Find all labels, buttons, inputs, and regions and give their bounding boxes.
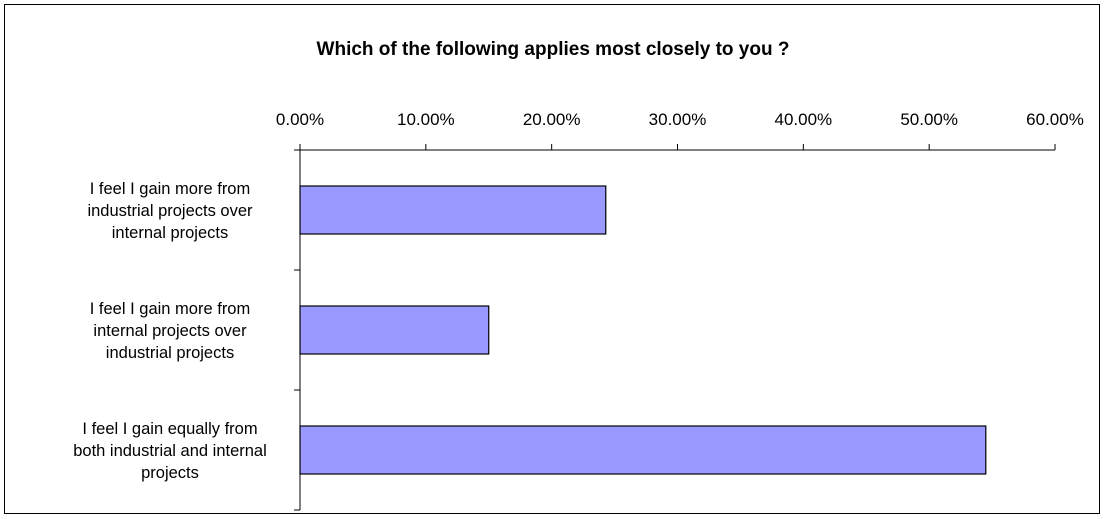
value-axis: 0.00% 10.00% 20.00% 30.00% 40.00% 50.00% 60.00… bbox=[276, 110, 1084, 151]
category-label: I feel I gain more from industrial projec… bbox=[87, 180, 253, 242]
value-tick-label: 30.00% bbox=[649, 110, 707, 129]
value-tick-label: 10.00% bbox=[397, 110, 455, 129]
chart-frame: Which of the following applies most clos… bbox=[4, 4, 1100, 514]
value-tick-label: 20.00% bbox=[523, 110, 581, 129]
category-axis bbox=[294, 149, 301, 511]
value-tick-label: 40.00% bbox=[774, 110, 832, 129]
chart-title: Which of the following applies most clos… bbox=[317, 39, 790, 60]
category-labels: I feel I gain more from industrial projec… bbox=[73, 180, 267, 482]
bar bbox=[299, 425, 987, 475]
bar-chart: Which of the following applies most clos… bbox=[73, 39, 1084, 511]
bar-series bbox=[299, 185, 987, 475]
category-label: I feel I gain more from internal projects… bbox=[90, 300, 250, 362]
bar bbox=[299, 185, 607, 235]
value-tick-label: 50.00% bbox=[900, 110, 958, 129]
value-tick-label: 60.00% bbox=[1026, 110, 1084, 129]
bar bbox=[299, 305, 490, 355]
category-label: I feel I gain equally from both industria… bbox=[73, 420, 267, 482]
value-tick-label: 0.00% bbox=[276, 110, 324, 129]
